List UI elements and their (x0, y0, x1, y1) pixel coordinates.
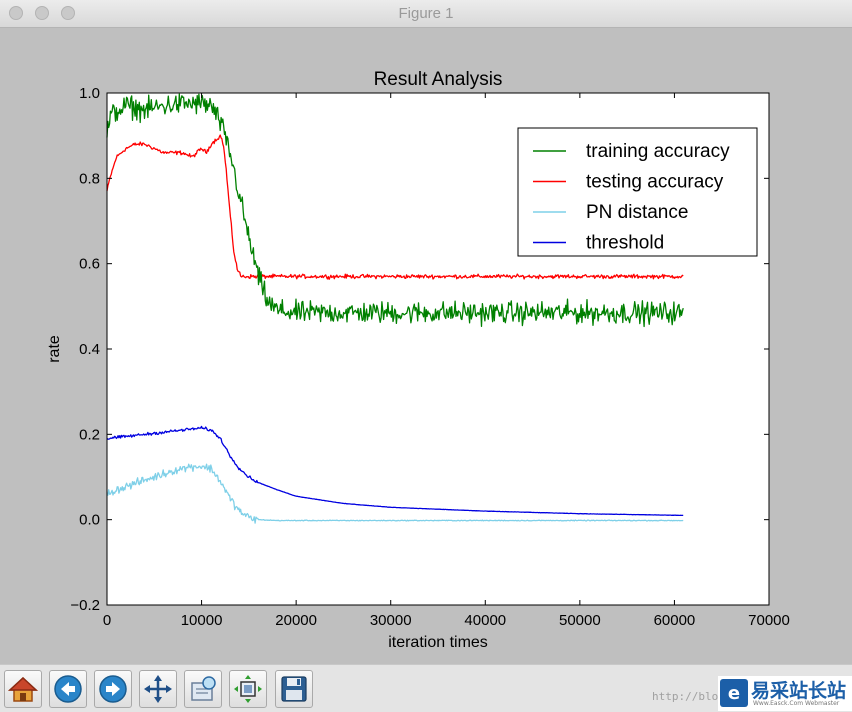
legend: training accuracy testing accuracy PN dist… (517, 127, 758, 257)
home-button[interactable] (4, 670, 42, 708)
y-tick-label: 0.2 (79, 426, 100, 443)
series-line-training-accuracy (106, 93, 684, 328)
floppy-disk-icon (281, 676, 307, 702)
y-tick-label: 0.4 (79, 341, 100, 358)
zoom-button[interactable] (184, 670, 222, 708)
legend-label: training accuracy (586, 141, 730, 162)
x-axis-label: iteration times (388, 634, 488, 651)
logo-mark-icon: e (720, 679, 748, 707)
x-tick-label: 70000 (748, 612, 790, 629)
legend-label: testing accuracy (586, 172, 724, 193)
series-lines (106, 93, 684, 524)
watermark-logo: e 易采站长站 Www.Easck.Com Webmaster (718, 676, 852, 711)
logo-subtext: Www.Easck.Com Webmaster (753, 700, 840, 707)
series-line-threshold (106, 425, 684, 517)
x-tick-label: 30000 (370, 612, 412, 629)
legend-box (517, 127, 758, 257)
axis-ticks: 0 10000 20000 30000 40000 50000 60000 70000 −0.2… (70, 85, 789, 629)
save-button[interactable] (275, 670, 313, 708)
forward-button[interactable] (94, 670, 132, 708)
legend-label: threshold (586, 233, 664, 254)
subplots-button[interactable] (229, 670, 267, 708)
x-tick-label: 40000 (464, 612, 506, 629)
x-tick-label: 50000 (559, 612, 601, 629)
figure-canvas[interactable]: 0 10000 20000 30000 40000 50000 60000 70000 −0.2… (0, 28, 852, 664)
pan-button[interactable] (139, 670, 177, 708)
y-tick-label: −0.2 (70, 597, 100, 614)
series-line-testing-accuracy (106, 134, 684, 280)
series-line-pn-distance (106, 463, 684, 524)
x-tick-label: 0 (103, 612, 111, 629)
x-tick-label: 60000 (654, 612, 696, 629)
zoom-rect-icon (191, 676, 216, 701)
y-tick-label: 0.6 (79, 256, 100, 273)
move-icon (144, 675, 172, 703)
line-chart: 0 10000 20000 30000 40000 50000 60000 70000 −0.2… (0, 28, 852, 664)
y-axis-label: rate (46, 335, 63, 363)
y-tick-label: 0.0 (79, 512, 100, 529)
zoom-window-button[interactable] (61, 6, 75, 20)
window-titlebar: Figure 1 (0, 0, 852, 28)
home-icon (8, 676, 38, 702)
arrow-left-icon (54, 675, 82, 703)
x-tick-label: 10000 (181, 612, 223, 629)
y-tick-label: 0.8 (79, 170, 100, 187)
y-tick-label: 1.0 (79, 85, 100, 102)
subplots-icon (234, 675, 262, 703)
minimize-window-button[interactable] (35, 6, 49, 20)
navigation-toolbar (0, 664, 852, 712)
arrow-right-icon (99, 675, 127, 703)
x-tick-label: 20000 (275, 612, 317, 629)
chart-title: Result Analysis (374, 69, 503, 90)
legend-label: PN distance (586, 202, 688, 223)
close-window-button[interactable] (9, 6, 23, 20)
back-button[interactable] (49, 670, 87, 708)
window-title: Figure 1 (398, 5, 454, 22)
logo-text: 易采站长站 (751, 680, 847, 702)
watermark-url: http://blo (652, 690, 719, 703)
